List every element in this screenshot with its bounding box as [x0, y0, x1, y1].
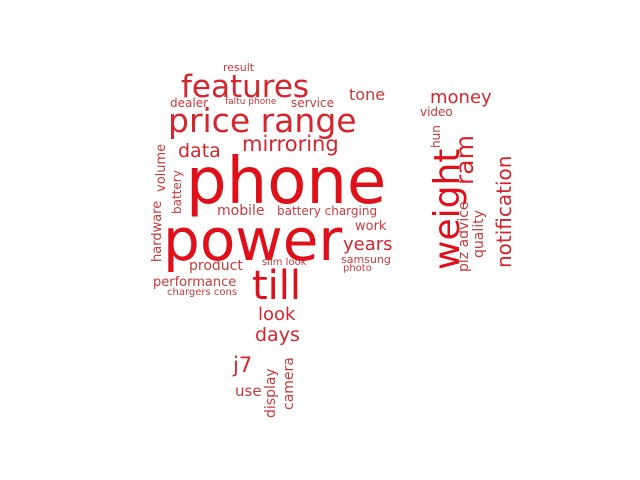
word-slim-look: slim look	[262, 257, 307, 268]
word-work: work	[355, 219, 387, 234]
word-battery-charging: battery charging	[277, 204, 378, 218]
word-look: look	[258, 304, 296, 325]
word-camera: camera	[281, 357, 297, 410]
word-mobile: mobile	[217, 203, 265, 219]
word-till: till	[252, 263, 302, 309]
word-data: data	[178, 140, 221, 162]
word-features: features	[181, 69, 310, 105]
word-tone: tone	[349, 85, 386, 104]
word-power: power	[163, 206, 343, 274]
word-mirroring: mirroring	[242, 132, 339, 156]
word-quality: quality	[471, 210, 487, 258]
word-use: use	[235, 382, 262, 400]
word-service: service	[291, 96, 334, 110]
word-notification: notification	[492, 155, 516, 268]
word-plz-advice: plz advice	[456, 201, 472, 272]
word-dealer: dealer	[170, 96, 209, 110]
word-years: years	[343, 234, 393, 255]
word-phone: phone	[186, 145, 387, 219]
word-video: video	[420, 105, 453, 119]
word-battery: battery	[170, 170, 184, 214]
word-photo: photo	[343, 263, 372, 274]
word-hun: hun	[429, 125, 443, 148]
word-volume: volume	[154, 143, 169, 192]
word-faltu-phone: faltu phone	[225, 97, 277, 107]
word-product: product	[189, 258, 243, 274]
word-samsung: samsung	[341, 253, 391, 266]
word-hardware: hardware	[150, 200, 165, 262]
word-performance: performance	[153, 275, 237, 290]
word-display: display	[263, 368, 279, 418]
word-j7: j7	[233, 353, 253, 377]
word-money: money	[430, 87, 492, 108]
word-ram: ram	[450, 135, 479, 185]
word-result: result	[223, 61, 255, 74]
word-days: days	[255, 324, 300, 346]
word-chargers-cons: chargers cons	[167, 287, 238, 298]
word-price-range: price range	[168, 101, 357, 140]
